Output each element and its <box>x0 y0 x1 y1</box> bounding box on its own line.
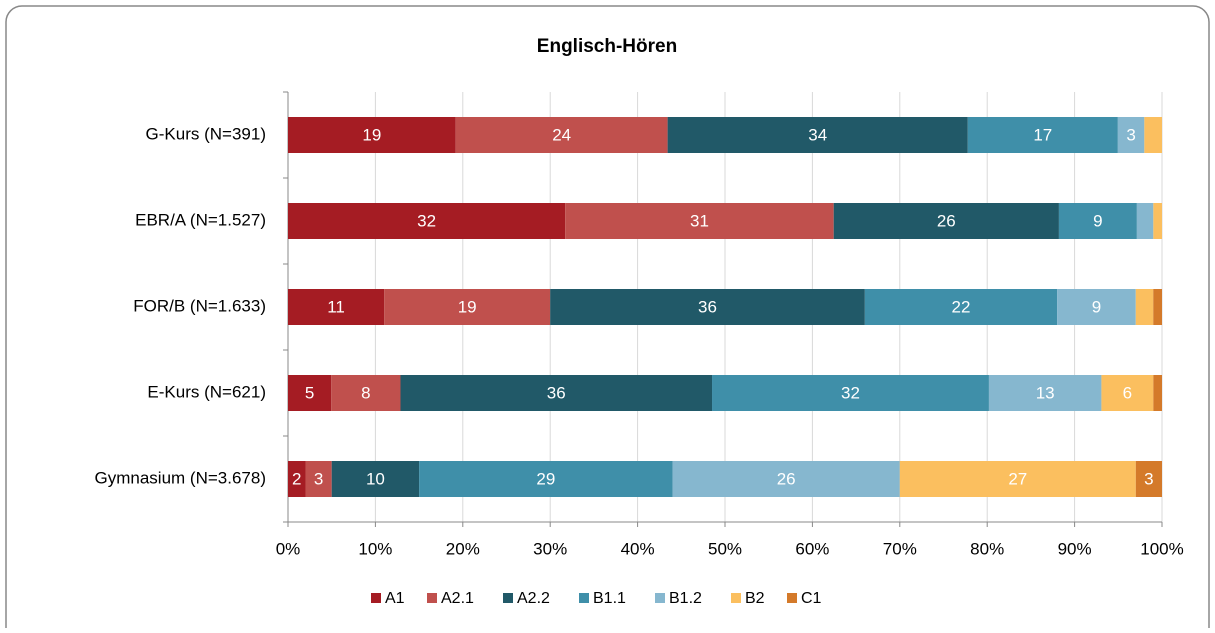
data-label: 31 <box>690 211 709 230</box>
x-tick-label: 30% <box>533 539 567 558</box>
bar-segment <box>967 117 1118 153</box>
bar-segment <box>305 461 332 497</box>
data-label: 9 <box>1092 297 1101 316</box>
bar-segment <box>1144 117 1162 153</box>
x-tick-label: 40% <box>621 539 655 558</box>
data-label: 3 <box>314 469 323 488</box>
legend-swatch <box>503 593 513 603</box>
bar-segment <box>1117 117 1145 153</box>
data-label: 3 <box>1144 469 1153 488</box>
x-tick-label: 90% <box>1058 539 1092 558</box>
chart-title: Englisch-Hören <box>537 36 677 57</box>
data-label: 36 <box>698 297 717 316</box>
data-label: 5 <box>305 383 314 402</box>
bar-segment <box>288 289 385 325</box>
bar-segment <box>1136 203 1154 239</box>
legend-label: A2.2 <box>517 590 550 607</box>
bar-segment <box>1153 375 1162 411</box>
data-label: 2 <box>292 469 301 488</box>
y-tick-label: Gymnasium (N=3.678) <box>95 468 266 487</box>
bar-segment <box>1058 203 1137 239</box>
data-label: 19 <box>458 297 477 316</box>
data-label: 8 <box>361 383 370 402</box>
bar-segment <box>455 117 668 153</box>
bar-segment <box>672 461 900 497</box>
data-label: 6 <box>1123 383 1132 402</box>
bar-segment <box>384 289 551 325</box>
data-label: 19 <box>362 125 381 144</box>
bar-segment <box>1101 375 1154 411</box>
data-label: 32 <box>841 383 860 402</box>
data-label: 26 <box>777 469 796 488</box>
data-label: 26 <box>937 211 956 230</box>
bar-segment <box>331 375 401 411</box>
y-tick-label: EBR/A (N=1.527) <box>135 210 266 229</box>
legend-label: B1.2 <box>669 590 702 607</box>
bar-segment <box>550 289 865 325</box>
bar-segment <box>1153 203 1162 239</box>
x-tick-label: 0% <box>276 539 301 558</box>
bar-segment <box>833 203 1059 239</box>
bar-segment <box>988 375 1102 411</box>
bar-segment <box>899 461 1136 497</box>
legend-swatch <box>731 593 741 603</box>
bar-segment <box>331 461 420 497</box>
data-label: 24 <box>552 125 571 144</box>
data-label: 17 <box>1033 125 1052 144</box>
x-tick-label: 60% <box>795 539 829 558</box>
x-tick-label: 70% <box>883 539 917 558</box>
bar-segment <box>565 203 834 239</box>
data-label: 9 <box>1093 211 1102 230</box>
bar-segment <box>667 117 968 153</box>
legend-swatch <box>427 593 437 603</box>
x-tick-label: 10% <box>358 539 392 558</box>
legend-swatch <box>371 593 381 603</box>
bar-segment <box>288 375 332 411</box>
bar-segment <box>712 375 989 411</box>
bar-segment <box>419 461 673 497</box>
x-tick-label: 20% <box>446 539 480 558</box>
bar-segment <box>288 203 566 239</box>
y-tick-label: E-Kurs (N=621) <box>147 382 266 401</box>
y-tick-label: G-Kurs (N=391) <box>146 124 266 143</box>
y-tick-label: FOR/B (N=1.633) <box>133 296 266 315</box>
data-label: 27 <box>1008 469 1027 488</box>
legend-swatch <box>579 593 589 603</box>
bar-segment <box>288 461 306 497</box>
bar-segment <box>1135 461 1162 497</box>
bar-segment <box>1135 289 1154 325</box>
data-label: 3 <box>1126 125 1135 144</box>
bar-segment <box>400 375 713 411</box>
legend-label: B2 <box>745 590 765 607</box>
x-tick-label: 50% <box>708 539 742 558</box>
legend-swatch <box>787 593 797 603</box>
legend-label: C1 <box>801 590 822 607</box>
data-label: 22 <box>952 297 971 316</box>
bar-segment <box>864 289 1058 325</box>
data-label: 32 <box>417 211 436 230</box>
bar-segment <box>1153 289 1162 325</box>
legend-label: A1 <box>385 590 405 607</box>
data-label: 13 <box>1036 383 1055 402</box>
data-label: 34 <box>808 125 827 144</box>
legend-swatch <box>655 593 665 603</box>
data-label: 36 <box>547 383 566 402</box>
data-label: 11 <box>327 297 345 316</box>
bar-segment <box>288 117 456 153</box>
legend-label: A2.1 <box>441 590 474 607</box>
x-tick-label: 100% <box>1140 539 1183 558</box>
data-label: 10 <box>366 469 385 488</box>
legend-label: B1.1 <box>593 590 626 607</box>
data-label: 29 <box>536 469 555 488</box>
x-tick-label: 80% <box>970 539 1004 558</box>
bar-segment <box>1057 289 1136 325</box>
